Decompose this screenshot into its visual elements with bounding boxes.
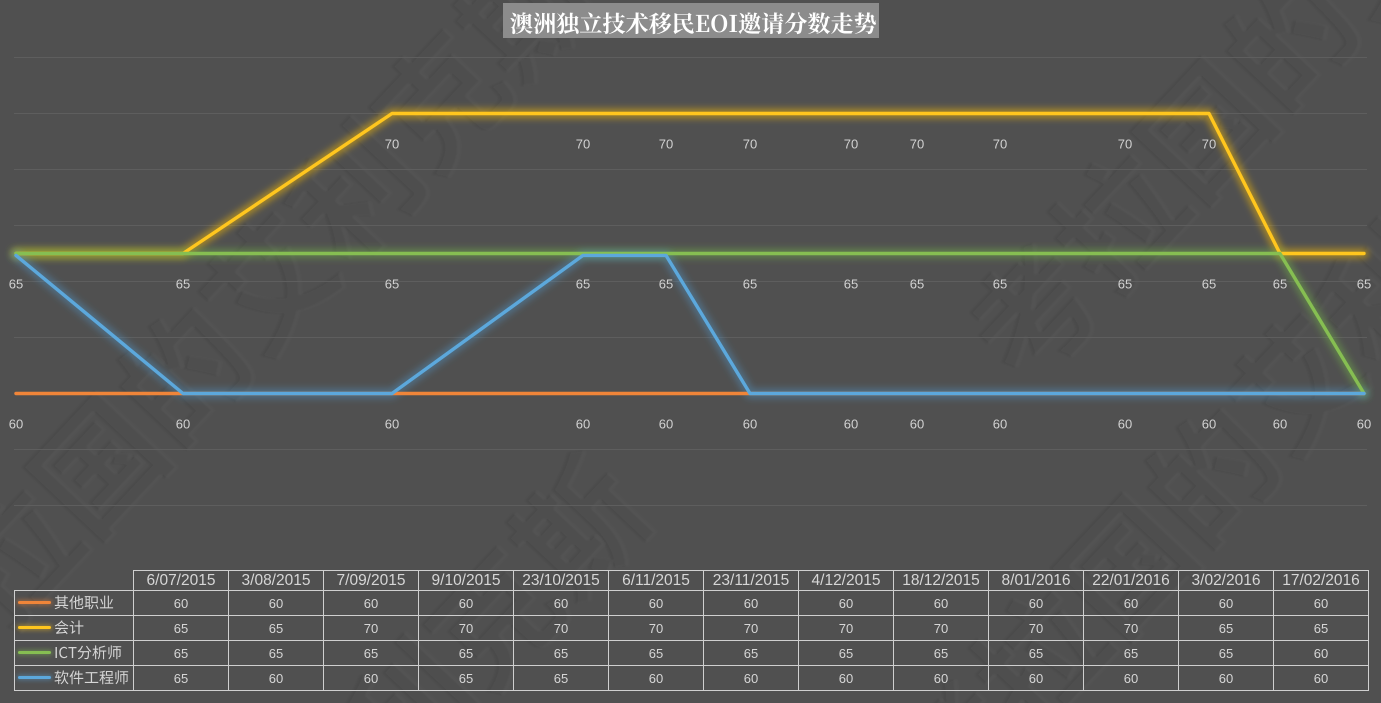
svg-text:60: 60 <box>910 417 924 432</box>
svg-text:70: 70 <box>910 137 924 152</box>
svg-text:65: 65 <box>910 277 924 292</box>
svg-text:70: 70 <box>993 137 1007 152</box>
svg-text:70: 70 <box>1118 137 1132 152</box>
svg-text:70: 70 <box>576 137 590 152</box>
svg-text:70: 70 <box>844 137 858 152</box>
svg-text:60: 60 <box>1273 417 1287 432</box>
svg-text:60: 60 <box>1202 417 1216 432</box>
svg-text:65: 65 <box>385 277 399 292</box>
svg-text:65: 65 <box>844 277 858 292</box>
svg-text:70: 70 <box>385 137 399 152</box>
svg-text:65: 65 <box>9 277 23 292</box>
svg-text:60: 60 <box>1118 417 1132 432</box>
svg-text:70: 70 <box>743 137 757 152</box>
svg-text:60: 60 <box>743 417 757 432</box>
svg-text:65: 65 <box>1357 277 1371 292</box>
svg-text:60: 60 <box>993 417 1007 432</box>
svg-text:65: 65 <box>1202 277 1216 292</box>
svg-text:65: 65 <box>993 277 1007 292</box>
svg-text:65: 65 <box>1118 277 1132 292</box>
svg-text:60: 60 <box>176 417 190 432</box>
svg-text:60: 60 <box>844 417 858 432</box>
svg-text:65: 65 <box>659 277 673 292</box>
svg-text:65: 65 <box>176 277 190 292</box>
svg-text:60: 60 <box>576 417 590 432</box>
svg-text:65: 65 <box>576 277 590 292</box>
svg-text:70: 70 <box>659 137 673 152</box>
svg-text:60: 60 <box>385 417 399 432</box>
svg-text:65: 65 <box>1273 277 1287 292</box>
svg-text:70: 70 <box>1202 137 1216 152</box>
svg-text:60: 60 <box>9 417 23 432</box>
svg-text:65: 65 <box>743 277 757 292</box>
svg-text:60: 60 <box>659 417 673 432</box>
svg-text:60: 60 <box>1357 417 1371 432</box>
